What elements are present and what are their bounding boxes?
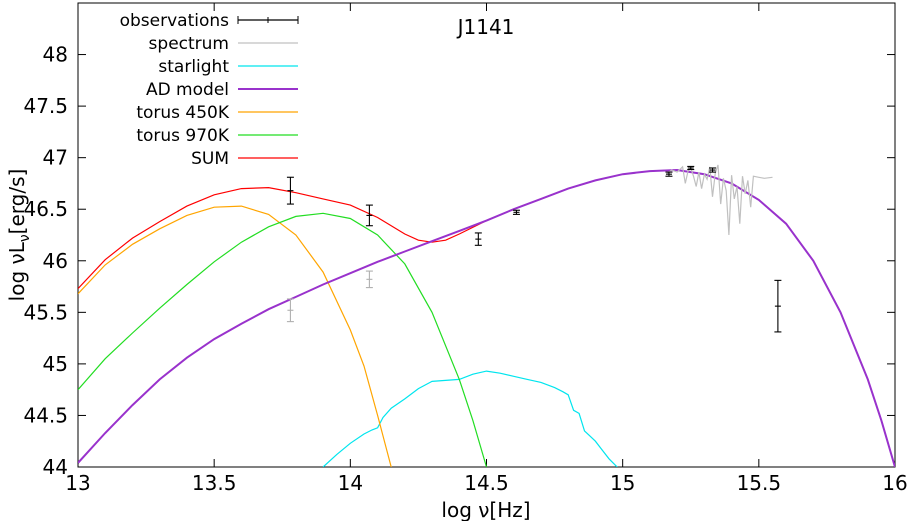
y-tick-label: 48 [43, 43, 68, 67]
series-layer [78, 164, 895, 467]
x-tick-label: 14 [338, 471, 363, 495]
y-tick-label: 46.5 [23, 197, 68, 221]
y-axis-label-subscript: ν [17, 234, 33, 242]
error-bar-point [474, 232, 482, 246]
legend-item-spectrum: spectrum [149, 34, 298, 54]
errorbar-layer [286, 165, 782, 333]
legend-label: SUM [191, 149, 229, 169]
x-tick-label: 13.5 [192, 471, 237, 495]
legend: observations spectrum starlight AD model tor… [120, 11, 299, 169]
error-bar-point [286, 176, 294, 205]
error-bar-point [687, 165, 695, 171]
series-line-spectrum [665, 164, 773, 236]
x-tick-label: 16 [882, 471, 907, 495]
axis-tick-labels: 13 13.5 14 14.5 15 15.5 16 44 44.5 45 45.5 46 46.5 47… [23, 43, 907, 495]
y-axis-label: log νLν[erg/s] [5, 169, 33, 302]
y-tick-label: 44 [43, 455, 68, 479]
series-line-sum [78, 169, 895, 467]
legend-label: spectrum [149, 34, 229, 54]
error-bar-point [774, 279, 782, 333]
error-bar-point [512, 209, 520, 215]
error-bar-point [365, 270, 373, 289]
x-axis-label: log ν[Hz] [441, 498, 530, 521]
legend-item-starlight: starlight [158, 57, 298, 77]
y-tick-label: 47.5 [23, 94, 68, 118]
y-tick-label: 45 [43, 352, 68, 376]
y-tick-label: 47 [43, 146, 68, 170]
series-line-torus-450k [78, 205, 392, 467]
y-axis-label-main: log νL [5, 241, 29, 301]
x-tick-label: 15 [610, 471, 635, 495]
y-tick-label: 46 [43, 249, 68, 273]
chart-title: J1141 [456, 15, 515, 39]
legend-label: AD model [146, 80, 229, 100]
y-axis-label-unit: [erg/s] [5, 169, 29, 235]
x-tick-label: 15.5 [737, 471, 782, 495]
error-bar-point [665, 171, 673, 177]
x-tick-label: 13 [65, 471, 90, 495]
x-tick-label: 14.5 [464, 471, 509, 495]
error-bar-point [365, 204, 373, 227]
y-tick-label: 44.5 [23, 403, 68, 427]
legend-label: starlight [158, 57, 229, 77]
legend-item-ad-model: AD model [146, 80, 298, 100]
legend-item-observations: observations [120, 11, 299, 31]
series-line-starlight [322, 370, 618, 467]
y-tick-label: 45.5 [23, 300, 68, 324]
series-line-torus-970k [78, 212, 488, 467]
legend-label: torus 450K [136, 103, 230, 123]
legend-label: torus 970K [136, 126, 230, 146]
series-line-ad-model [78, 168, 895, 467]
error-bar-point [709, 167, 717, 173]
legend-item-sum: SUM [191, 149, 298, 169]
error-bar-point [286, 298, 294, 323]
legend-label: observations [120, 11, 230, 31]
legend-item-torus-970k: torus 970K [136, 126, 298, 146]
legend-item-torus-450k: torus 450K [136, 103, 298, 123]
